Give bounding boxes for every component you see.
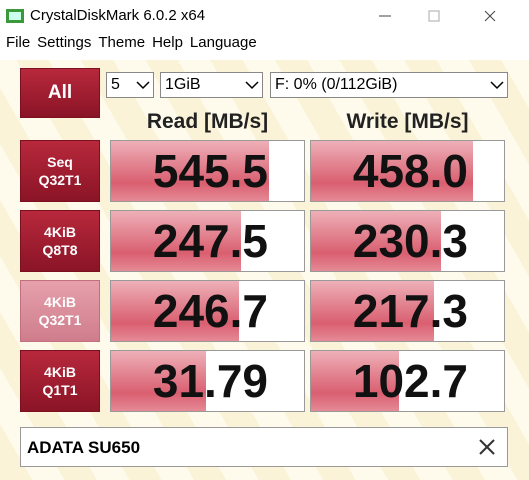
button-label: Seq xyxy=(47,154,73,170)
window-controls[interactable] xyxy=(369,0,529,32)
main-panel: All 5 1GiB F: 0% (0/112GiB) Read [MB/s] … xyxy=(0,60,529,480)
button-label: All xyxy=(47,82,73,103)
menu-item[interactable]: Settings xyxy=(37,34,92,51)
result-bar xyxy=(111,281,239,341)
result-value: 545.5 xyxy=(152,145,268,197)
test-button[interactable]: 4KiB Q8T8 xyxy=(20,210,100,272)
test-button[interactable]: 4KiB Q32T1 xyxy=(20,280,100,342)
result-box: 246.7 xyxy=(110,280,305,342)
result-box: 102.7 xyxy=(310,350,505,412)
result-bar xyxy=(111,141,269,201)
result-bar xyxy=(311,351,399,411)
result-value: 102.7 xyxy=(352,355,468,407)
read-header: Read [MB/s] xyxy=(146,110,269,133)
test-button[interactable]: Seq Q32T1 xyxy=(20,140,100,202)
result-box: 230.3 xyxy=(310,210,505,272)
button-label: Q32T1 xyxy=(38,312,82,328)
app-icon xyxy=(6,9,24,23)
button-label: 4KiB xyxy=(44,364,76,380)
write-header: Write [MB/s] xyxy=(346,110,469,133)
menu-bar: File Settings Theme Help Language xyxy=(0,34,257,58)
size-select[interactable]: 1GiB xyxy=(160,72,263,98)
result-bar xyxy=(111,211,241,271)
select-value: 5 xyxy=(111,76,120,93)
result-box: 31.79 xyxy=(110,350,305,412)
comment-text: ADATA SU650 xyxy=(27,438,141,457)
select-value: 1GiB xyxy=(165,76,201,93)
result-box: 545.5 xyxy=(110,140,305,202)
menu-item[interactable]: Theme xyxy=(98,34,146,51)
test-button[interactable]: 4KiB Q1T1 xyxy=(20,350,100,412)
select-value: F: 0% (0/112GiB) xyxy=(275,76,398,93)
clear-button[interactable] xyxy=(477,437,497,457)
result-bar xyxy=(311,211,441,271)
button-label: Q1T1 xyxy=(42,382,78,398)
result-value: 246.7 xyxy=(152,285,268,337)
count-select[interactable]: 5 xyxy=(106,72,154,98)
result-value: 31.79 xyxy=(152,355,268,407)
title-bar: CrystalDiskMark 6.0.2 x64 xyxy=(0,0,529,32)
menu-item[interactable]: Language xyxy=(189,34,257,51)
result-value: 217.3 xyxy=(352,285,468,337)
button-label: Q32T1 xyxy=(38,172,82,188)
result-value: 458.0 xyxy=(352,145,468,197)
menu-item[interactable]: File xyxy=(6,34,31,51)
result-bar xyxy=(311,281,434,341)
result-box: 247.5 xyxy=(110,210,305,272)
menu-item[interactable]: Help xyxy=(152,34,183,51)
drive-select[interactable]: F: 0% (0/112GiB) xyxy=(270,72,508,98)
button-label: 4KiB xyxy=(44,294,76,310)
button-label: 4KiB xyxy=(44,224,76,240)
comment-box[interactable]: ADATA SU650 xyxy=(20,427,508,467)
result-value: 247.5 xyxy=(152,215,268,267)
all-button[interactable]: All xyxy=(20,68,100,118)
result-box: 458.0 xyxy=(310,140,505,202)
result-bar xyxy=(311,141,473,201)
result-bar xyxy=(111,351,206,411)
window-title: CrystalDiskMark 6.0.2 x64 xyxy=(30,7,206,24)
button-label: Q8T8 xyxy=(42,242,78,258)
result-value: 230.3 xyxy=(352,215,468,267)
result-box: 217.3 xyxy=(310,280,505,342)
